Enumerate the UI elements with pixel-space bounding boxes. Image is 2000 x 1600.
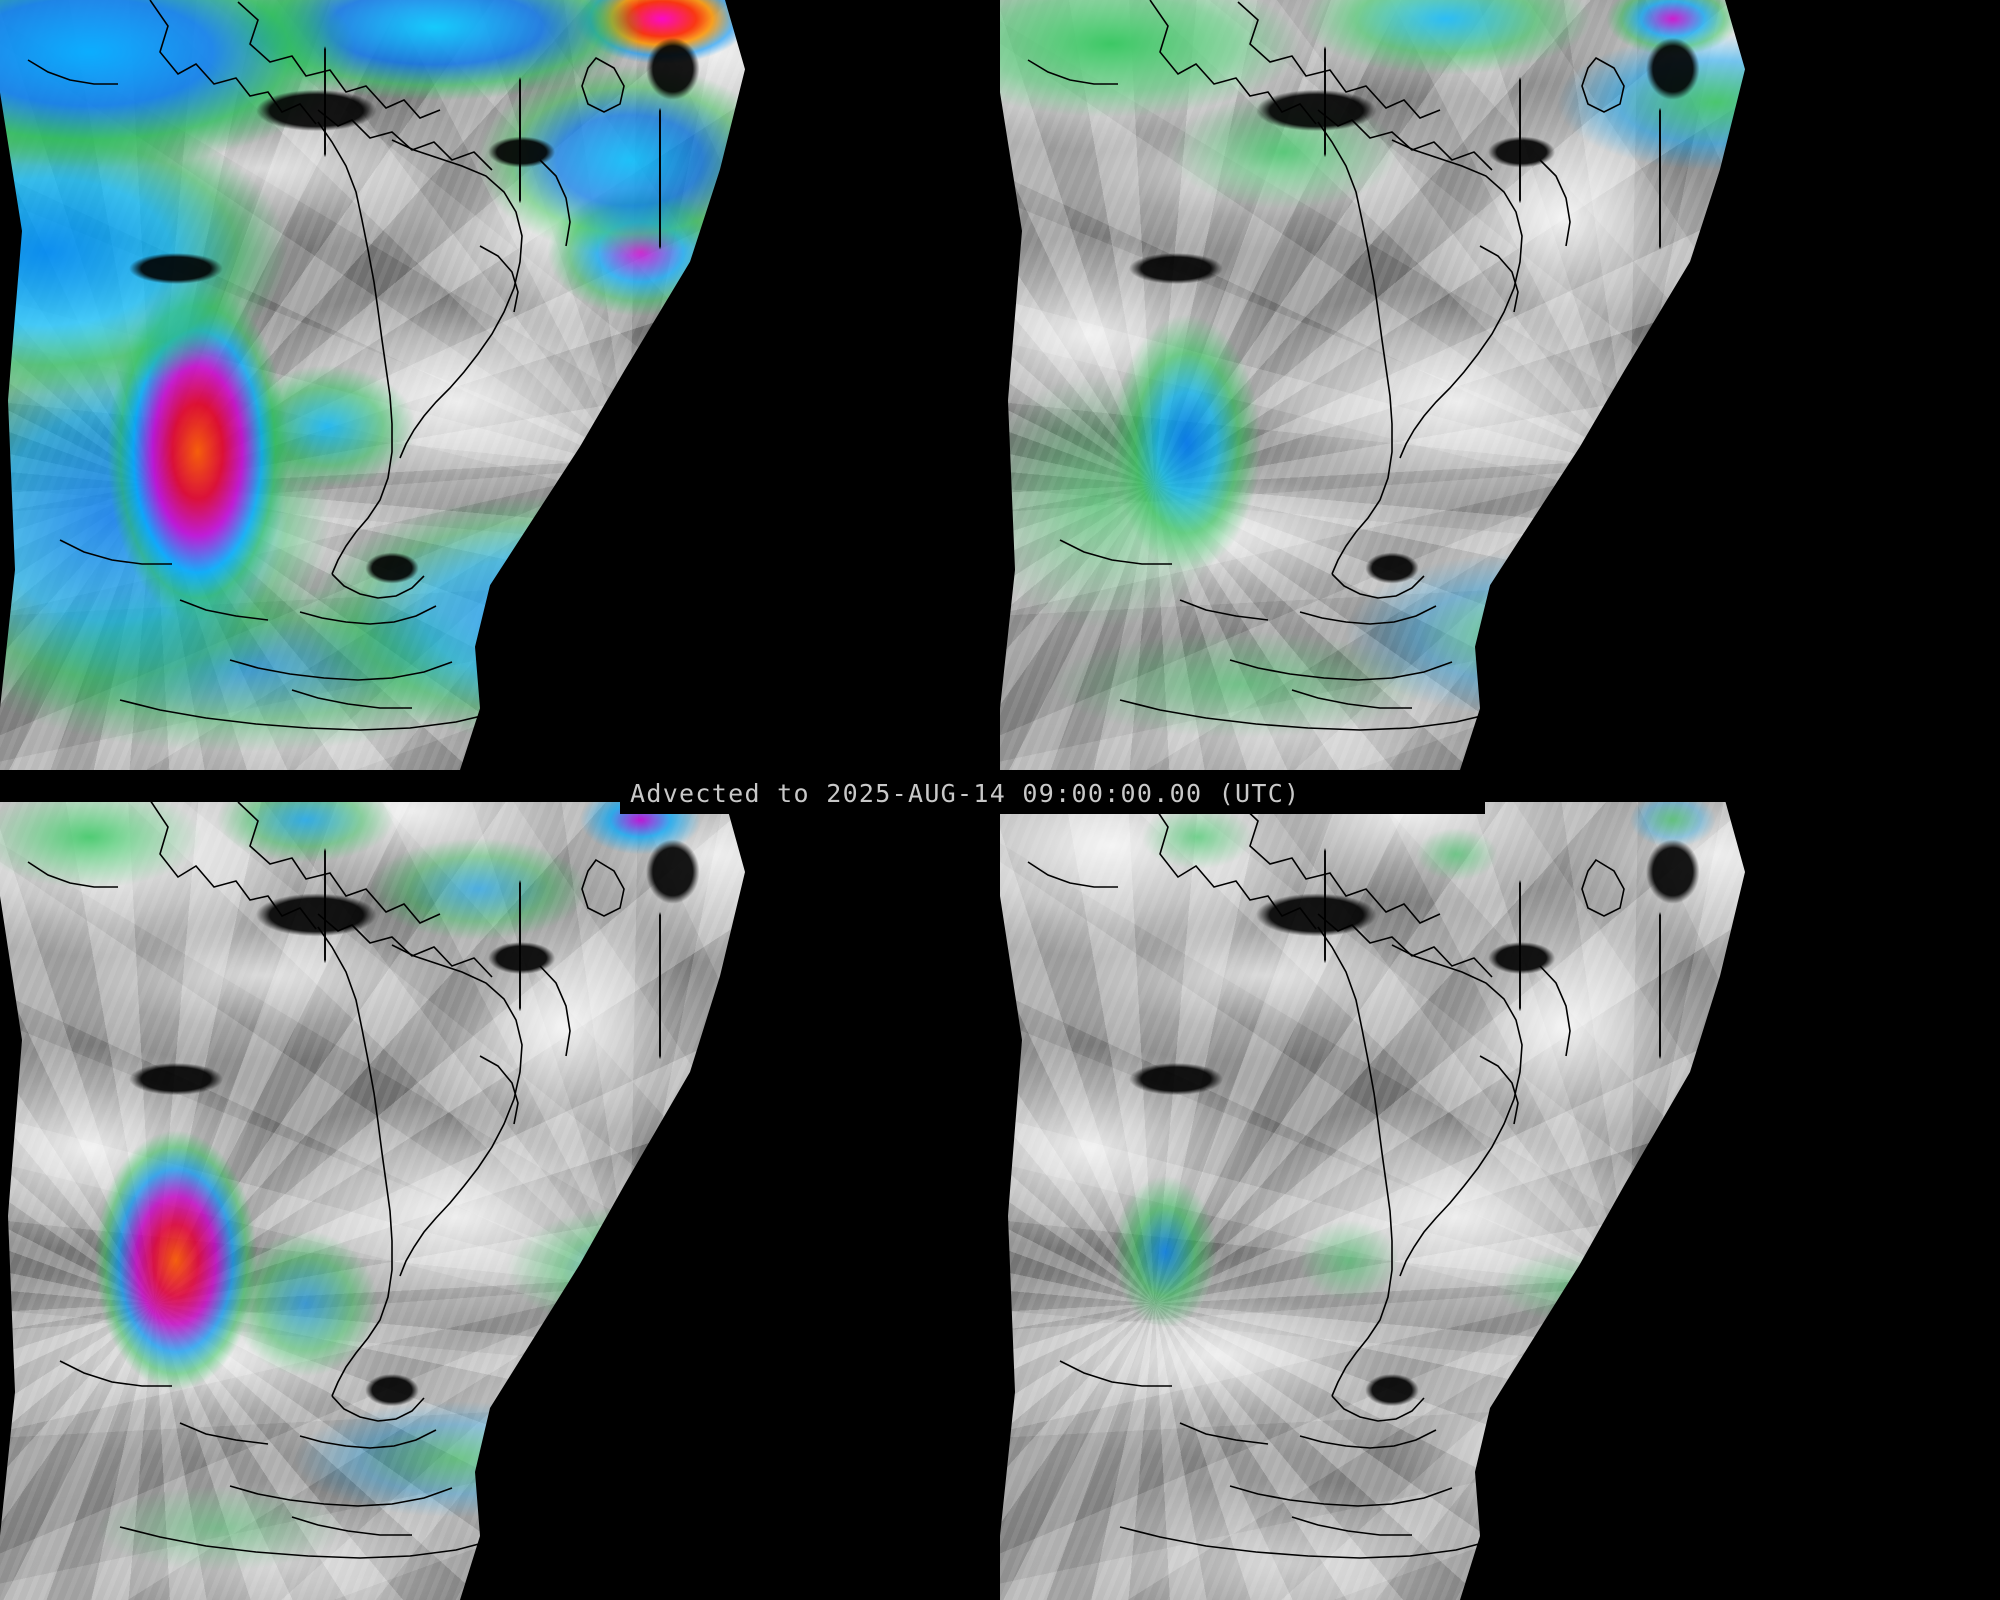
panel-500-300-swath [1000, 800, 1745, 1600]
panel-label-500-300: 500-300 [1758, 1542, 1966, 1596]
panel-700-500[interactable]: 700-500 [0, 800, 1000, 1600]
panel-700-500-swath [0, 800, 745, 1600]
panel-500-300[interactable]: 500-300 [1000, 800, 2000, 1600]
panel-label-700-500: 700-500 [758, 1542, 966, 1596]
timestamp-caption-bar: Advected to 2025-AUG-14 09:00:00.00 (UTC… [620, 772, 1485, 814]
panel-sfc-850[interactable]: sfc-850 [0, 0, 1000, 770]
panel-label-850-700: 850-700 [1758, 712, 1966, 766]
panel-label-sfc-850: sfc-850 [758, 712, 966, 766]
scan-gap-artifacts [1000, 0, 1745, 770]
panel-sfc-850-swath [0, 0, 745, 770]
timestamp-caption-text: Advected to 2025-AUG-14 09:00:00.00 (UTC… [630, 778, 1301, 808]
panel-850-700-swath [1000, 0, 1745, 770]
scan-gap-artifacts [0, 0, 745, 770]
scan-gap-artifacts [1000, 800, 1745, 1600]
scan-gap-artifacts [0, 800, 745, 1600]
panel-850-700[interactable]: 850-700 [1000, 0, 2000, 770]
